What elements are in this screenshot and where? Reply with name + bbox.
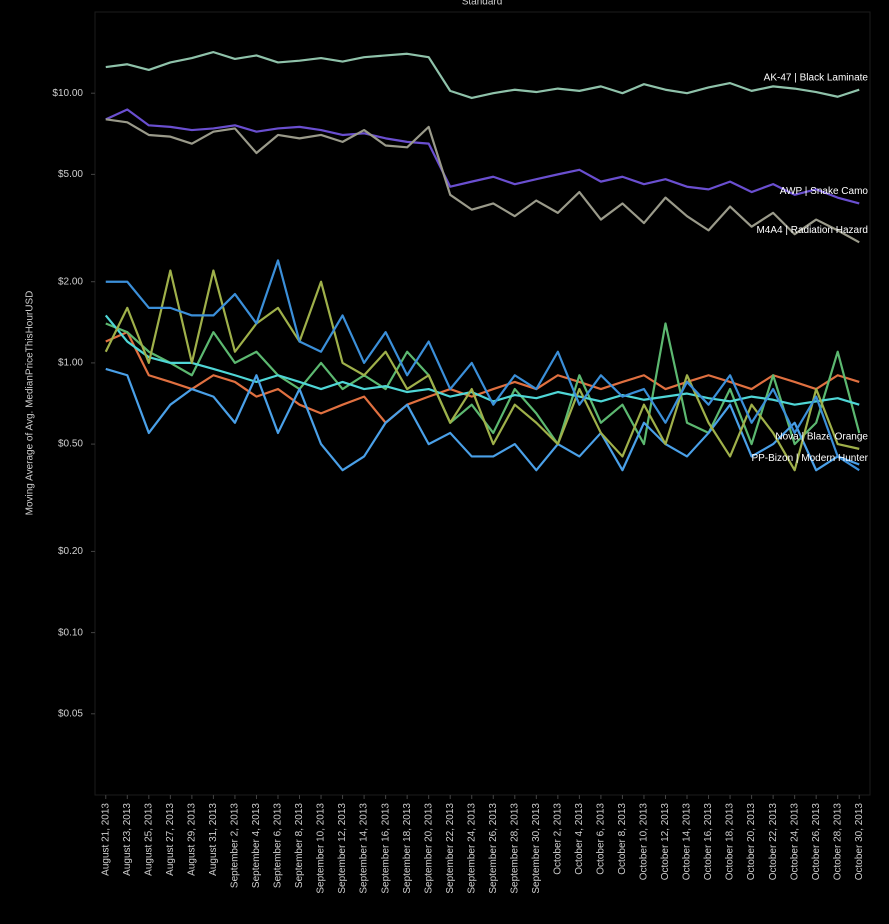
x-tick-label: October 24, 2013 (789, 803, 800, 881)
x-tick-label: October 26, 2013 (811, 803, 822, 881)
x-tick-label: September 6, 2013 (273, 803, 284, 888)
y-tick-label: $0.20 (58, 546, 83, 557)
x-tick-label: August 21, 2013 (100, 803, 111, 876)
x-tick-label: October 2, 2013 (552, 803, 563, 875)
x-tick-label: August 31, 2013 (208, 803, 219, 876)
x-tick-label: October 14, 2013 (682, 803, 693, 881)
series-label: PP-Bizon | Modern Hunter (751, 453, 868, 464)
series-label: AWP | Snake Camo (780, 186, 869, 197)
x-tick-label: October 8, 2013 (617, 803, 628, 875)
x-tick-label: August 27, 2013 (165, 803, 176, 876)
x-tick-label: September 24, 2013 (466, 803, 477, 894)
x-tick-label: September 16, 2013 (380, 803, 391, 894)
x-tick-label: September 30, 2013 (531, 803, 542, 894)
x-tick-label: September 22, 2013 (445, 803, 456, 894)
plot-frame (94, 11, 871, 796)
x-tick-label: September 4, 2013 (251, 803, 262, 888)
y-tick-label: $0.05 (58, 708, 83, 719)
series-line (104, 314, 860, 406)
y-tick-label: $5.00 (58, 169, 83, 180)
x-tick-label: September 18, 2013 (402, 803, 413, 894)
series-line (105, 367, 860, 472)
x-tick-label: October 20, 2013 (746, 803, 757, 881)
x-tick-label: August 25, 2013 (143, 803, 154, 876)
y-tick-label: $10.00 (52, 88, 83, 99)
y-axis-title: Moving Average of Avg. MedianPriceThisHo… (25, 291, 36, 516)
x-tick-label: September 12, 2013 (337, 803, 348, 894)
x-tick-label: October 18, 2013 (725, 803, 736, 881)
x-tick-label: October 6, 2013 (596, 803, 607, 875)
x-tick-label: October 12, 2013 (660, 803, 671, 881)
x-tick-label: September 20, 2013 (423, 803, 434, 894)
series-line (105, 108, 860, 205)
y-tick-label: $0.50 (58, 439, 83, 450)
series-label: AK-47 | Black Laminate (764, 72, 869, 83)
y-tick-label: $0.10 (58, 627, 83, 638)
x-tick-label: September 14, 2013 (359, 803, 370, 894)
series-line (105, 51, 860, 100)
series-line (105, 118, 860, 244)
x-tick-label: October 28, 2013 (832, 803, 843, 881)
x-tick-label: October 30, 2013 (854, 803, 865, 881)
y-tick-label: $1.00 (58, 358, 83, 369)
x-tick-label: October 22, 2013 (768, 803, 779, 881)
series-line (105, 259, 860, 472)
x-tick-label: August 29, 2013 (187, 803, 198, 876)
x-tick-label: October 16, 2013 (703, 803, 714, 881)
x-tick-label: September 10, 2013 (316, 803, 327, 894)
x-tick-label: September 28, 2013 (509, 803, 520, 894)
x-tick-label: August 23, 2013 (122, 803, 133, 876)
x-tick-label: September 8, 2013 (294, 803, 305, 888)
series-line (104, 269, 860, 472)
series-label: Nova | Blaze Orange (775, 432, 868, 443)
chart-title: Standard (462, 0, 503, 8)
x-tick-label: September 2, 2013 (230, 803, 241, 888)
series-label: M4A4 | Radiation Hazard (756, 225, 868, 236)
x-tick-label: October 4, 2013 (574, 803, 585, 875)
x-tick-label: October 10, 2013 (639, 803, 650, 881)
x-tick-label: September 26, 2013 (488, 803, 499, 894)
y-tick-label: $2.00 (58, 276, 83, 287)
